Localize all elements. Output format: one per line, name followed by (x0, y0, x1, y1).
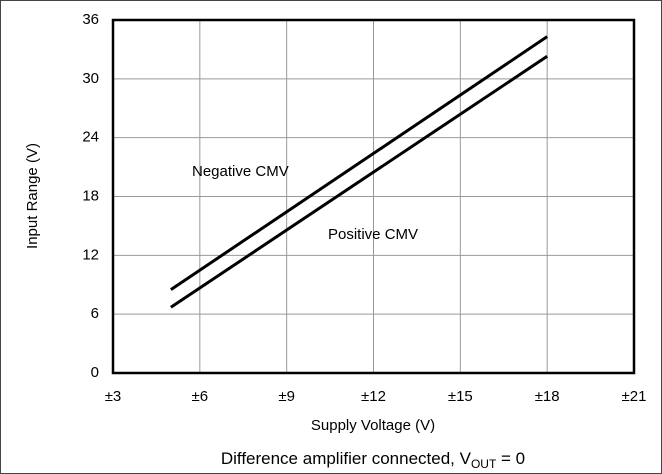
x-tick-label: ±18 (535, 388, 560, 405)
annotation: Negative CMV (192, 163, 289, 180)
x-tick-label: ±3 (105, 388, 122, 405)
y-tick-label: 36 (82, 11, 99, 28)
y-axis-label: Input Range (V) (24, 143, 41, 249)
caption-end: = 0 (496, 449, 525, 468)
y-tick-label: 30 (82, 70, 99, 87)
caption: Difference amplifier connected, VOUT = 0 (221, 449, 525, 471)
caption-sub: OUT (471, 457, 497, 471)
y-tick-label: 0 (91, 364, 99, 381)
x-tick-label: ±15 (448, 388, 473, 405)
x-tick-label: ±12 (361, 388, 386, 405)
x-axis-label: Supply Voltage (V) (311, 417, 435, 434)
x-tick-label: ±6 (192, 388, 209, 405)
x-tick-label: ±21 (622, 388, 647, 405)
series-line (170, 35, 549, 291)
annotation: Positive CMV (328, 226, 418, 243)
y-tick-label: 6 (91, 305, 99, 322)
caption-main: Difference amplifier connected, V (221, 449, 472, 468)
y-tick-label: 12 (82, 246, 99, 263)
y-tick-label: 18 (82, 187, 99, 204)
plot-frame (111, 18, 636, 375)
x-tick-label: ±9 (278, 388, 295, 405)
series-line (170, 55, 548, 309)
y-tick-label: 24 (82, 129, 99, 146)
